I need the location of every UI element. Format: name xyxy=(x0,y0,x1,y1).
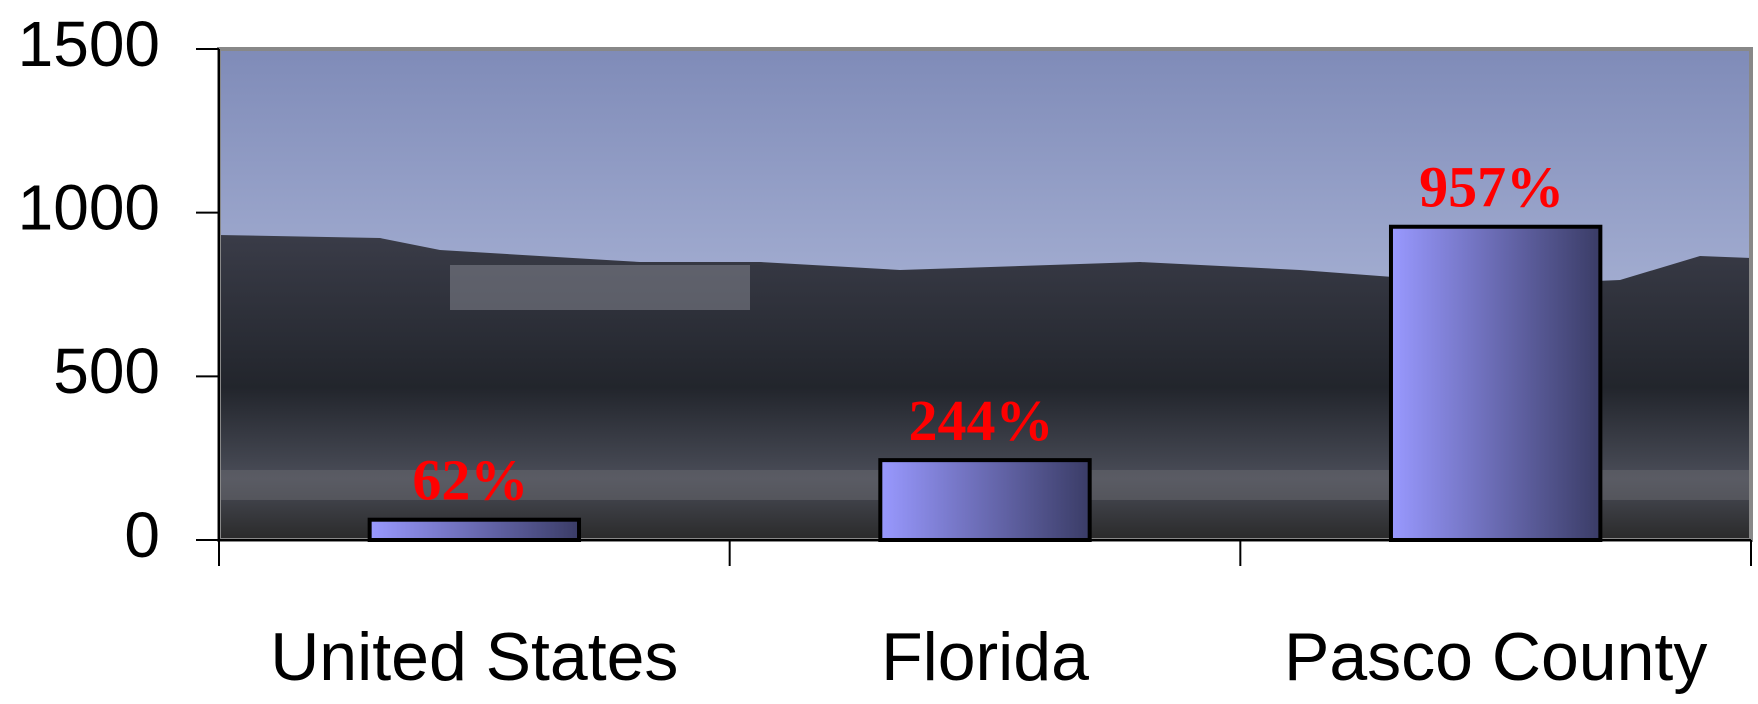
y-tick-label: 0 xyxy=(124,499,160,571)
value-label: 957% xyxy=(1419,155,1564,220)
x-tick-label: Florida xyxy=(881,619,1089,695)
x-tick-label: United States xyxy=(270,619,678,695)
bar xyxy=(1388,224,1603,542)
y-tick-label: 500 xyxy=(53,335,160,407)
y-tick-label: 1500 xyxy=(18,8,160,80)
y-tick-label: 1000 xyxy=(18,172,160,244)
x-tick-label: Pasco County xyxy=(1284,619,1707,695)
value-label: 244% xyxy=(909,388,1054,453)
bar xyxy=(878,458,1092,543)
bar xyxy=(367,517,582,542)
value-label: 62% xyxy=(412,448,528,513)
